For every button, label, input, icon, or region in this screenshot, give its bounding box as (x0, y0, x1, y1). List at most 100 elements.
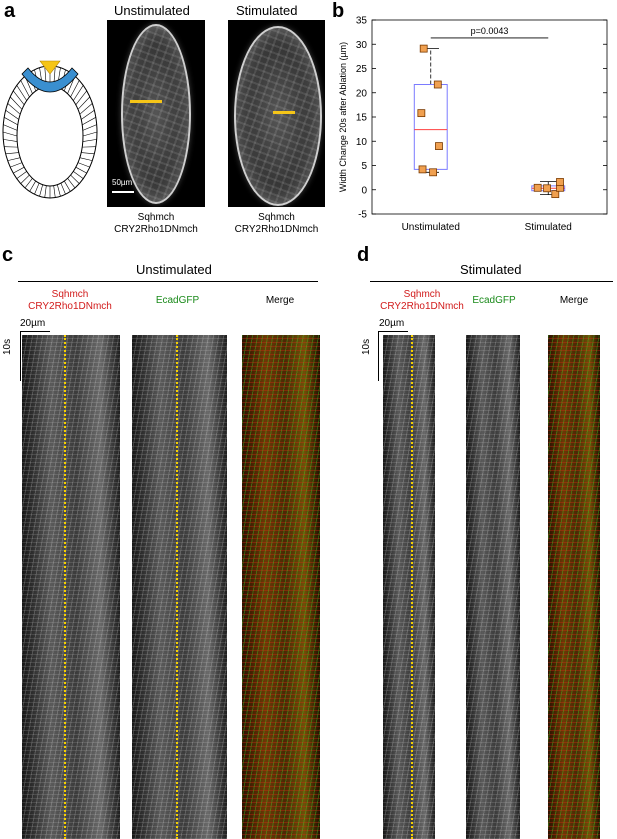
schematic-cell-wall (2, 131, 18, 137)
stimulated-embryo-image (228, 20, 325, 207)
panel-c-col2-header: EcadGFP (155, 295, 200, 306)
schematic-cell-wall (79, 103, 93, 115)
schematic-cell-wall (80, 109, 95, 120)
x-tick-label: Stimulated (525, 222, 572, 233)
data-point (556, 178, 564, 186)
x-tick-label: Unstimulated (402, 222, 460, 233)
panel-c-col3-header: Merge (265, 295, 295, 306)
unstimulated-title: Unstimulated (114, 3, 190, 18)
panel-d-scale-y-bar (378, 331, 379, 381)
panel-c-scale-y-bar (20, 331, 21, 381)
y-axis-label: Width Change 20s after Ablation (µm) (338, 42, 348, 192)
schematic-cell-wall (73, 85, 84, 101)
schematic-cell-wall (82, 124, 97, 131)
schematic-cell-wall (70, 174, 80, 184)
y-tick-label: 0 (361, 185, 367, 196)
schematic-cell-wall (67, 178, 76, 189)
stimulated-embryo (234, 26, 322, 206)
schematic-mesoderm (21, 67, 79, 93)
schematic-cell-wall (77, 96, 91, 110)
panel-d-title: Stimulated (460, 262, 522, 277)
y-tick-label: -5 (358, 210, 367, 221)
panel-d-letter: d (357, 244, 370, 266)
schematic-cell-wall (81, 152, 95, 155)
schematic-cell-wall (44, 185, 47, 198)
schematic-cell-wall (29, 180, 36, 192)
schematic-cell-wall (4, 117, 18, 126)
schematic-cell-wall (53, 185, 56, 198)
schematic-cell-wall (73, 171, 84, 179)
data-point (419, 44, 428, 53)
schematic-cell-wall (20, 174, 30, 184)
panel-d-col1-line2: CRY2Rho1DNmch (380, 301, 464, 312)
schematic-cell-wall (9, 96, 23, 110)
schematic-cell-wall (79, 157, 93, 161)
schematic-cell-wall (10, 162, 23, 168)
schematic-cell-wall (75, 166, 87, 174)
panel-c-col1-header: Sqhmch CRY2Rho1DNmch (20, 289, 120, 313)
schematic-cells (2, 66, 98, 198)
schematic-cell-wall (82, 117, 96, 126)
schematic-cell-wall (75, 90, 87, 106)
data-point (543, 184, 551, 193)
panel-d-scale-y-label: 10s (361, 338, 372, 355)
caption-left-line2: CRY2Rho1DNmch (114, 224, 198, 235)
schematic-cell-wall (82, 131, 98, 137)
schematic-cell-wall (82, 139, 97, 142)
panel-c-kymo-sqh (22, 335, 120, 839)
schematic-inner-cavity (16, 85, 84, 187)
panel-d-col2-header: EcadGFP (472, 295, 516, 306)
data-point (551, 190, 560, 199)
panel-d-rule (370, 281, 613, 282)
data-point (533, 183, 542, 192)
panel-d-col3-header: Merge (559, 295, 589, 306)
scale-bar-50um (112, 191, 134, 193)
panel-d-scale-x-label: 20µm (379, 318, 405, 329)
schematic-cell-wall (77, 162, 90, 168)
schematic-cell-wall (24, 178, 33, 189)
panel-c-rule (18, 281, 318, 282)
panel-d-kymo-merge (548, 335, 600, 839)
data-point (417, 109, 426, 118)
panel-d-kymo-ecad (466, 335, 520, 839)
scale-label-50um: 50µm (112, 178, 133, 187)
plot-frame (371, 19, 608, 215)
schematic-cell-wall (7, 103, 21, 115)
schematic-ablation-marker (39, 60, 61, 75)
schematic-cell-wall (3, 139, 18, 142)
caption-left-line1: Sqhmch (137, 212, 175, 223)
schematic-cell-wall (39, 184, 43, 197)
y-tick-label: 35 (356, 16, 368, 27)
panel-c-title: Unstimulated (136, 262, 212, 277)
significance-label: p=0.0043 (471, 26, 509, 36)
schematic-cell-wall (34, 183, 40, 195)
schematic-cell-wall (20, 80, 30, 98)
panel-d-scale-x-bar (378, 331, 408, 332)
unstimulated-embryo (121, 24, 191, 204)
panel-b-letter: b (332, 0, 345, 22)
panel-c-scale-x-label: 20µm (20, 318, 46, 329)
schematic-cell-wall (16, 85, 27, 101)
caption-right-line1: Sqhmch (258, 212, 295, 223)
panel-c-kymo-merge (242, 335, 320, 839)
schematic-cell-wall (3, 124, 18, 131)
caption-right-line2: CRY2Rho1DNmch (234, 224, 319, 235)
panel-c-col1-line2: CRY2Rho1DNmch (28, 301, 112, 312)
panel-d-kymo-sqh-midline (411, 335, 413, 839)
ablation-line-stimulated (273, 111, 295, 114)
embryo-schematic (2, 60, 98, 199)
schematic-cell-wall (13, 166, 25, 174)
data-point (418, 165, 427, 174)
schematic-cell-wall (13, 90, 25, 106)
caption-right: Sqhmch CRY2Rho1DNmch (228, 212, 325, 236)
data-point (429, 168, 437, 177)
boxplot-chart: -5 0 5 10 15 20 25 30 35 Unstimulated Stimulated Wi… (338, 16, 608, 233)
schematic-cell-wall (5, 152, 19, 155)
panel-c-scale-x-bar (20, 331, 50, 332)
panel-c-scale-y-label: 10s (2, 338, 13, 355)
ablation-line-unstimulated (130, 100, 162, 103)
panel-c-kymo-ecad-midline (176, 335, 178, 839)
data-point (435, 142, 443, 151)
y-tick-label: 10 (356, 137, 368, 148)
panel-d-kymo-sqh (383, 335, 435, 839)
